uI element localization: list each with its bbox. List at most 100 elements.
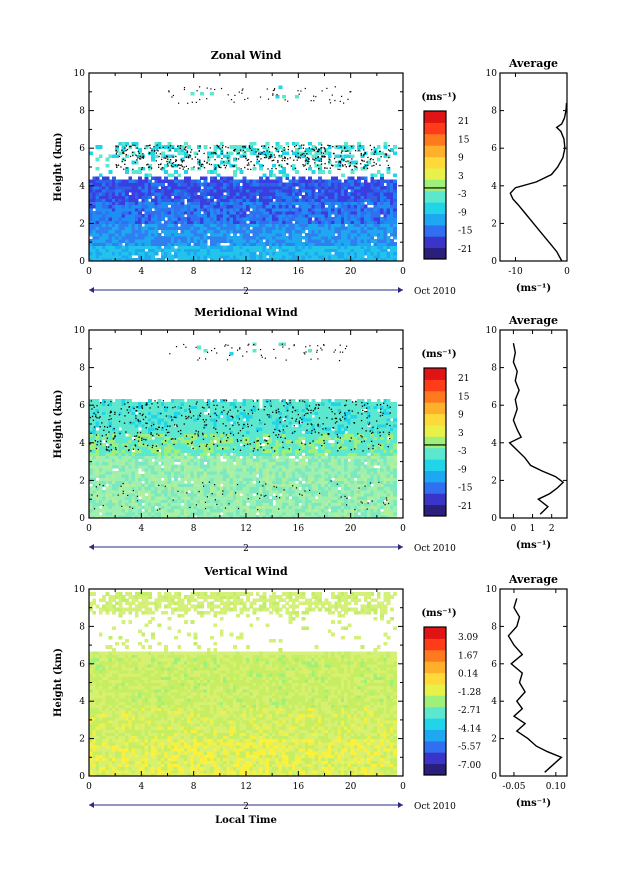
heatmap-cell	[108, 182, 113, 187]
heatmap-cell	[376, 201, 381, 206]
heatmap-cell	[180, 157, 185, 162]
heatmap-cell	[301, 242, 306, 246]
heatmap-cell	[125, 477, 129, 481]
heatmap-cell	[252, 220, 257, 224]
heatmap-cell	[337, 195, 342, 199]
heatmap-cell	[151, 210, 155, 215]
heatmap-cell	[203, 229, 208, 234]
heatmap-cell	[138, 220, 142, 224]
heatmap-cell	[108, 461, 113, 466]
heatmap-cell	[147, 235, 152, 240]
heatmap-cell	[350, 217, 355, 221]
heatmap-cell	[177, 257, 182, 262]
heatmap-cell	[304, 257, 309, 262]
contour-dot	[365, 164, 367, 167]
heatmap-cell	[125, 204, 129, 209]
heatmap-cell	[321, 251, 326, 256]
contour-dot	[389, 150, 391, 152]
heatmap-cell	[134, 214, 139, 218]
contour-dot	[239, 149, 242, 151]
heatmap-cell	[314, 242, 319, 246]
heatmap-cell	[353, 207, 358, 212]
contour-dot	[261, 145, 263, 147]
heatmap-cell	[161, 154, 165, 159]
heatmap-cell	[154, 214, 159, 218]
heatmap-cell	[98, 195, 103, 199]
heatmap-cell	[223, 198, 227, 202]
heatmap-cell	[177, 214, 182, 218]
heatmap-cell	[213, 242, 218, 246]
heatmap-cell	[161, 229, 165, 234]
heatmap-cell	[98, 420, 103, 425]
heatmap-cell	[187, 145, 191, 149]
heatmap-cell	[95, 176, 100, 181]
heatmap-cell	[298, 198, 303, 202]
heatmap-cell	[226, 223, 231, 228]
heatmap-cell	[147, 167, 152, 171]
heatmap-cell	[259, 242, 263, 246]
contour-dot	[233, 101, 235, 103]
heatmap-cell	[239, 257, 244, 262]
heatmap-cell	[216, 182, 221, 187]
heatmap-cell	[167, 188, 172, 193]
heatmap-cell	[167, 179, 172, 184]
heatmap-cell	[98, 201, 103, 206]
heatmap-cell	[203, 185, 208, 190]
heatmap-cell	[200, 223, 205, 228]
heatmap-cell	[344, 239, 348, 243]
heatmap-cell	[210, 229, 214, 234]
heatmap-cell	[183, 239, 188, 243]
heatmap-cell	[304, 160, 309, 165]
heatmap-cell	[298, 201, 303, 206]
heatmap-cell	[115, 442, 120, 447]
heatmap-cell	[340, 192, 345, 196]
heatmap-cell	[370, 182, 375, 187]
heatmap-cell	[95, 458, 100, 463]
heatmap-cell	[386, 235, 391, 240]
heatmap-cell	[308, 185, 312, 190]
heatmap-cell	[360, 207, 365, 212]
heatmap-cell	[98, 430, 103, 434]
heatmap-cell	[134, 257, 139, 262]
heatmap-cell	[105, 163, 110, 168]
contour-dot	[244, 98, 246, 101]
heatmap-cell	[331, 176, 335, 181]
heatmap-cell	[246, 251, 250, 256]
heatmap-cell	[167, 192, 172, 196]
heatmap-cell	[242, 179, 247, 184]
heatmap-cell	[118, 217, 123, 221]
heatmap-cell	[327, 217, 332, 221]
heatmap-cell	[190, 201, 195, 206]
heatmap-cell	[367, 195, 371, 199]
contour-dot	[123, 168, 125, 170]
heatmap-cell	[308, 198, 312, 202]
heatmap-cell	[360, 235, 365, 240]
heatmap-cell	[268, 257, 273, 262]
heatmap-cell	[219, 254, 224, 259]
contour-dot	[310, 100, 312, 102]
heatmap-cell	[321, 182, 326, 187]
heatmap-cell	[291, 195, 296, 199]
heatmap-cell	[157, 235, 162, 240]
heatmap-cell	[170, 254, 175, 259]
heatmap-cell	[360, 254, 365, 259]
heatmap-cell	[89, 195, 93, 199]
heatmap-cell	[383, 245, 388, 249]
heatmap-cell	[177, 148, 182, 152]
heatmap-cell	[95, 433, 100, 438]
heatmap-cell	[177, 173, 182, 177]
heatmap-cell	[125, 257, 129, 262]
heatmap-cell	[210, 192, 214, 196]
heatmap-cell	[236, 214, 241, 218]
day-marker-arrow-right	[398, 287, 403, 293]
heatmap-cell	[226, 207, 231, 212]
heatmap-cell	[161, 182, 165, 187]
heatmap-cell	[141, 195, 146, 199]
contour-dot	[281, 159, 283, 162]
contour-dot	[170, 165, 172, 167]
heatmap-cell	[131, 214, 136, 218]
contour-dot	[115, 153, 117, 155]
heatmap-cell	[89, 226, 93, 231]
heatmap-cell	[200, 220, 205, 224]
heatmap-cell	[288, 239, 293, 243]
